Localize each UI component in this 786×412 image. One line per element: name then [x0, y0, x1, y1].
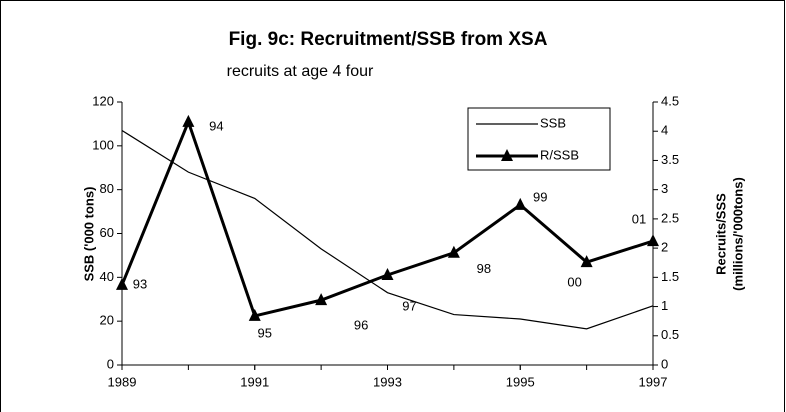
y2-tick-label: 3: [661, 181, 668, 196]
marker: [647, 234, 659, 247]
series-line: [121, 129, 654, 330]
point-label: 93: [133, 276, 147, 291]
y-axis-label: SSB ('000 tons): [81, 187, 96, 282]
y2-tick-label: 2.5: [661, 210, 679, 225]
x-tick-label: 1991: [240, 374, 269, 389]
x-tick-label: 1989: [108, 374, 137, 389]
y-tick-label: 20: [100, 313, 114, 328]
marker: [248, 308, 261, 321]
x-tick-label: 1993: [373, 374, 402, 389]
y2-tick-label: 4: [661, 123, 668, 138]
point-label: 96: [354, 318, 368, 333]
legend-box: [467, 107, 611, 171]
marker: [580, 255, 593, 268]
y2-tick-label: 0.5: [661, 327, 679, 342]
y2-axis-label: Recruits/SSS: [713, 193, 728, 275]
point-label: 94: [209, 118, 223, 133]
point-label: 95: [258, 325, 272, 340]
y2-tick-label: 4.5: [661, 93, 679, 108]
y2-tick-label: 3.5: [661, 152, 679, 167]
marker: [447, 245, 460, 258]
y-tick-label: 120: [92, 93, 114, 108]
chart-subtitle: recruits at age 4 four: [227, 63, 374, 80]
y2-tick-label: 0: [661, 356, 668, 371]
x-tick-label: 1997: [639, 374, 668, 389]
y-tick-label: 100: [92, 137, 114, 152]
marker: [315, 293, 328, 306]
marker: [116, 277, 128, 290]
legend-label: R/SSB: [540, 147, 579, 162]
y-tick-label: 40: [100, 269, 114, 284]
marker: [381, 267, 394, 280]
y2-tick-label: 1.5: [661, 269, 679, 284]
y-tick-label: 60: [100, 225, 114, 240]
marker: [182, 114, 195, 127]
legend-label: SSB: [540, 115, 566, 130]
y-tick-label: 0: [107, 356, 114, 371]
point-label: 99: [533, 189, 547, 204]
y2-axis-label: (millions/'000tons): [730, 177, 745, 291]
point-label: 01: [632, 212, 646, 227]
point-label: 00: [567, 275, 581, 290]
point-label: 98: [477, 261, 491, 276]
y2-tick-label: 1: [661, 298, 668, 313]
y-tick-label: 80: [100, 181, 114, 196]
chart-title: Fig. 9c: Recruitment/SSB from XSA: [229, 29, 548, 50]
x-tick-label: 1995: [506, 374, 535, 389]
y2-tick-label: 2: [661, 240, 668, 255]
marker: [514, 197, 527, 210]
point-label: 97: [402, 298, 416, 313]
legend-marker: [501, 149, 513, 161]
